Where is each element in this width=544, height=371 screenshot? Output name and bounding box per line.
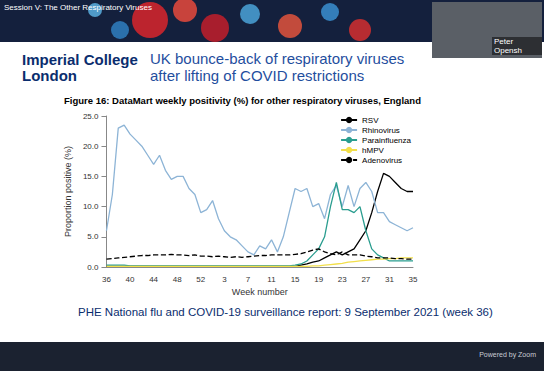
svg-text:15: 15 xyxy=(291,275,300,284)
svg-text:48: 48 xyxy=(173,275,182,284)
svg-text:hMPV: hMPV xyxy=(362,146,384,155)
svg-text:Proportion positive (%): Proportion positive (%) xyxy=(63,146,73,237)
html-text:Powered by Zoom: Powered by Zoom xyxy=(479,351,536,358)
html-text:Peter Opensh: Peter Opensh xyxy=(494,37,522,55)
svg-text:44: 44 xyxy=(149,275,158,284)
svg-text:Parainfluenza: Parainfluenza xyxy=(362,136,411,145)
svg-text:35: 35 xyxy=(409,275,418,284)
svg-text:31: 31 xyxy=(385,275,394,284)
html-text:PHE National flu and COVID-19: PHE National flu and COVID-19 surveillan… xyxy=(78,306,493,318)
html-text:Session V: The Other Respirato: Session V: The Other Respiratory Viruses xyxy=(4,3,152,12)
svg-text:3: 3 xyxy=(222,275,227,284)
svg-text:40: 40 xyxy=(126,275,135,284)
svg-text:Week number: Week number xyxy=(232,287,288,297)
svg-text:Figure 16: DataMart weekly pos: Figure 16: DataMart weekly positivity (%… xyxy=(64,95,421,106)
html-text:UK bounce-back of respiratory: UK bounce-back of respiratory viruses af… xyxy=(150,50,405,84)
svg-text:52: 52 xyxy=(196,275,205,284)
svg-text:23: 23 xyxy=(338,275,347,284)
svg-text:RSV: RSV xyxy=(362,116,379,125)
svg-text:27: 27 xyxy=(361,275,370,284)
svg-text:0.0: 0.0 xyxy=(87,263,99,272)
svg-text:7: 7 xyxy=(246,275,251,284)
svg-text:Rhinovirus: Rhinovirus xyxy=(362,126,400,135)
svg-text:11: 11 xyxy=(267,275,276,284)
svg-text:19: 19 xyxy=(314,275,323,284)
svg-text:Adenovirus: Adenovirus xyxy=(362,156,402,165)
svg-text:20.0: 20.0 xyxy=(83,142,99,151)
svg-text:36: 36 xyxy=(102,275,111,284)
html-text:Imperial College London: Imperial College London xyxy=(22,51,138,84)
svg-text:15.0: 15.0 xyxy=(83,172,99,181)
svg-text:25.0: 25.0 xyxy=(83,112,99,121)
svg-text:5.0: 5.0 xyxy=(87,232,99,241)
svg-text:10.0: 10.0 xyxy=(83,202,99,211)
